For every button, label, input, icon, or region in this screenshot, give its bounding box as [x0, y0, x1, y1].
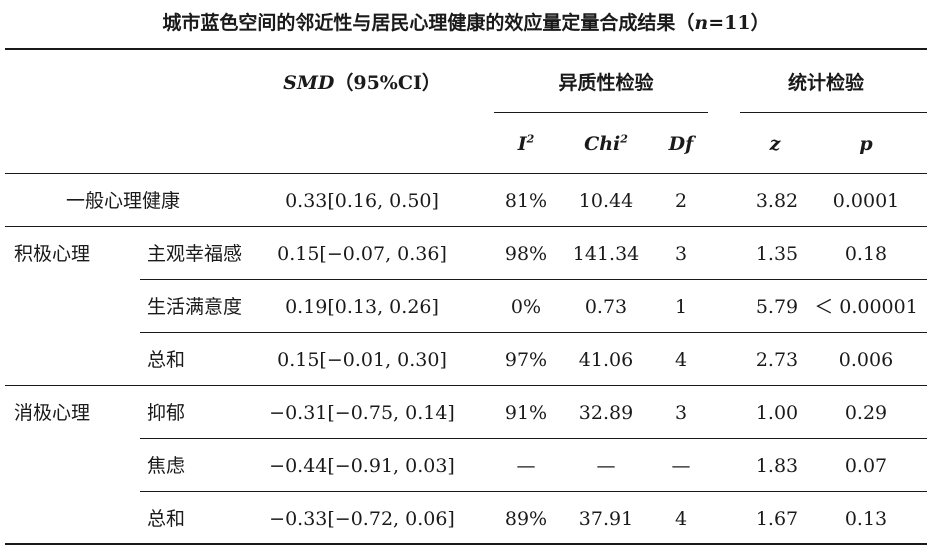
header-sub-rule-stat [740, 112, 927, 113]
header-bottom-rule [5, 173, 927, 174]
cell-smd: 0.19[0.13, 0.26] [285, 296, 439, 318]
cell-chi2: 10.44 [578, 190, 634, 212]
header-i2: I2 [517, 132, 535, 155]
cell-i2: 81% [504, 190, 548, 212]
row-rule [5, 226, 927, 227]
header-smd: SMD（95%CI） [283, 72, 441, 94]
cell-chi2: 32.89 [578, 402, 634, 424]
cell-smd: 0.33[0.16, 0.50] [285, 190, 439, 212]
row-group-label: 一般心理健康 [66, 190, 181, 212]
cell-z: 3.82 [755, 190, 799, 212]
cell-p: 0.07 [844, 455, 888, 477]
header-df: Df [668, 133, 694, 155]
cell-smd: 0.15[−0.07, 0.36] [277, 243, 447, 265]
cell-z: 1.83 [755, 455, 799, 477]
cell-smd: 0.15[−0.01, 0.30] [277, 349, 447, 371]
cell-chi2: 37.91 [578, 508, 634, 530]
cell-chi2: 141.34 [572, 243, 640, 265]
cell-df: 4 [674, 508, 688, 530]
header-heterogeneity: 异质性检验 [558, 72, 654, 94]
bottom-rule [5, 543, 927, 545]
cell-df: 4 [674, 349, 688, 371]
cell-chi2: — [596, 455, 616, 477]
row-sub-label: 总和 [147, 508, 186, 530]
cell-p: 0.0001 [832, 190, 900, 212]
header-chi2: Chi2 [584, 132, 628, 155]
row-rule [140, 279, 927, 280]
row-group-label: 积极心理 [14, 243, 91, 265]
top-rule [5, 48, 927, 50]
cell-z: 2.73 [755, 349, 799, 371]
cell-i2: 0% [510, 296, 542, 318]
cell-z: 5.79 [755, 296, 799, 318]
cell-p: 0.29 [844, 402, 888, 424]
row-sub-label: 焦虑 [147, 455, 186, 477]
cell-p: 0.006 [838, 349, 894, 371]
cell-chi2: 0.73 [584, 296, 628, 318]
row-sub-label: 主观幸福感 [147, 243, 243, 265]
cell-df: 3 [674, 243, 688, 265]
cell-smd: −0.44[−0.91, 0.03] [269, 455, 455, 477]
row-sub-label: 生活满意度 [147, 296, 243, 318]
row-rule [140, 438, 927, 439]
row-group-label: 消极心理 [14, 402, 91, 424]
cell-i2: 98% [504, 243, 548, 265]
cell-p: 0.13 [844, 508, 888, 530]
table-title: 城市蓝色空间的邻近性与居民心理健康的效应量定量合成结果（n=11） [162, 12, 770, 34]
header-sub-rule-heterogeneity [494, 112, 708, 113]
cell-z: 1.67 [755, 508, 799, 530]
cell-smd: −0.33[−0.72, 0.06] [269, 508, 455, 530]
cell-smd: −0.31[−0.75, 0.14] [269, 402, 455, 424]
cell-df: 1 [674, 296, 688, 318]
row-rule [140, 332, 927, 333]
header-stat-test: 统计检验 [787, 72, 865, 94]
cell-z: 1.00 [755, 402, 799, 424]
cell-p: 0.18 [844, 243, 888, 265]
cell-i2: 89% [504, 508, 548, 530]
cell-p: ＜ 0.00001 [814, 296, 918, 318]
row-sub-label: 抑郁 [147, 402, 186, 424]
cell-df: — [671, 455, 691, 477]
cell-chi2: 41.06 [578, 349, 634, 371]
header-p: p [859, 133, 873, 155]
cell-i2: 97% [504, 349, 548, 371]
header-z: z [769, 133, 781, 155]
row-sub-label: 总和 [147, 349, 186, 371]
cell-df: 3 [674, 402, 688, 424]
cell-df: 2 [674, 190, 688, 212]
row-rule [140, 491, 927, 492]
cell-i2: 91% [504, 402, 548, 424]
row-rule [5, 385, 927, 386]
cell-z: 1.35 [755, 243, 799, 265]
cell-i2: — [516, 455, 536, 477]
